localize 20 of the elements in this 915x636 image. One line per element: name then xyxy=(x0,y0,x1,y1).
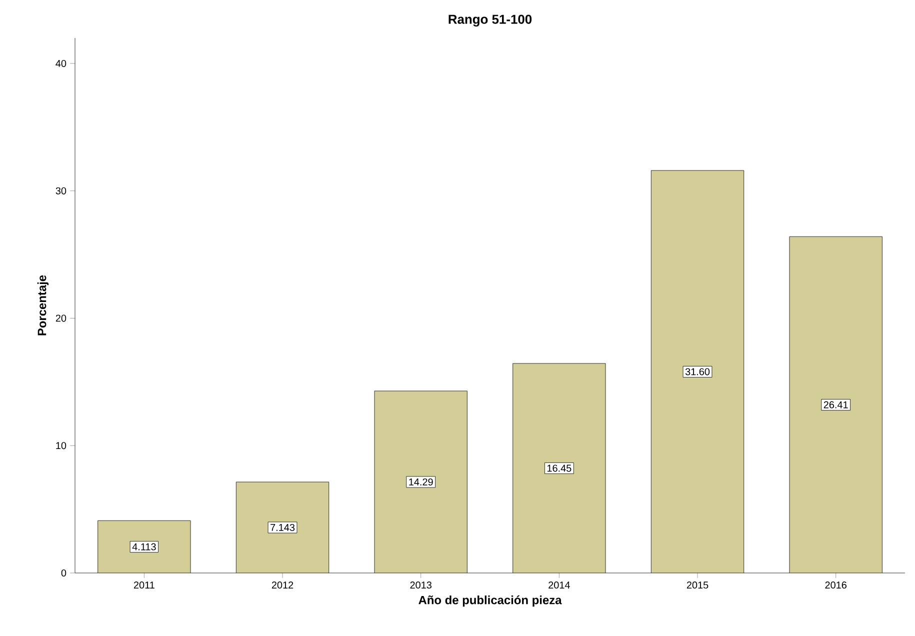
y-tick-label: 0 xyxy=(61,569,66,577)
data-label: 14.29 xyxy=(409,478,433,486)
y-tick-label: 10 xyxy=(56,442,66,450)
chart-title: Rango 51-100 xyxy=(448,14,532,26)
y-tick-label: 20 xyxy=(56,314,66,322)
data-label: 16.45 xyxy=(547,464,572,472)
x-tick-label: 2015 xyxy=(686,582,708,589)
x-tick-label: 2011 xyxy=(134,582,154,589)
x-tick-label: 2016 xyxy=(825,582,846,589)
x-axis-title: Año de publicación pieza xyxy=(418,595,562,607)
y-axis-title: Porcentaje xyxy=(37,275,49,336)
x-tick-label: 2012 xyxy=(272,582,294,589)
x-tick-label: 2013 xyxy=(410,582,432,589)
x-tick-label: 2014 xyxy=(548,582,570,589)
data-label: 7.143 xyxy=(270,524,295,532)
data-label: 26.41 xyxy=(824,401,848,408)
y-tick-label: 30 xyxy=(56,187,66,194)
data-label: 4.113 xyxy=(132,543,156,550)
data-label: 31.60 xyxy=(685,368,710,376)
y-tick-label: 40 xyxy=(56,60,66,67)
